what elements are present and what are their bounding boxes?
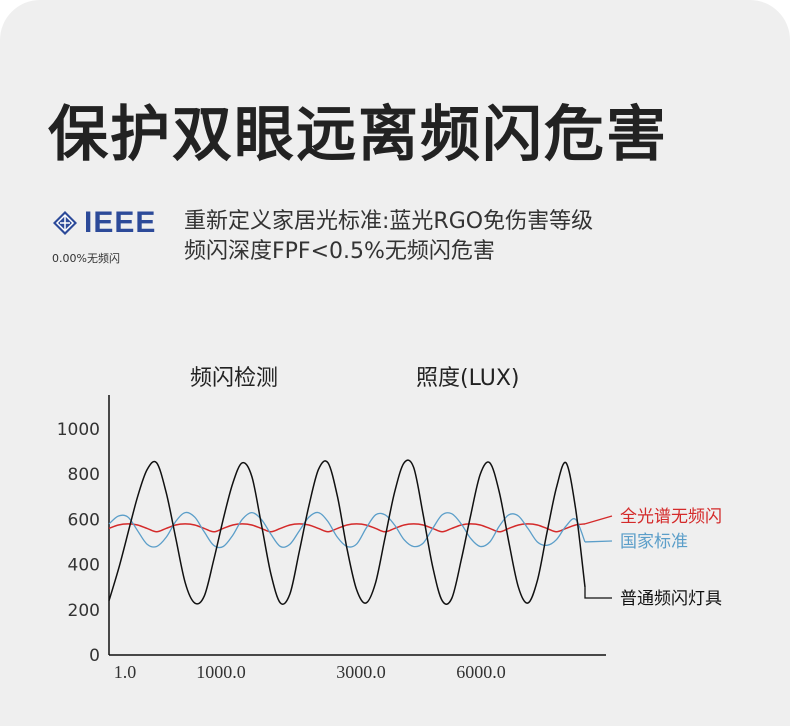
ieee-note: 0.00%无频闪 (52, 252, 120, 265)
series-full-spectrum-line (108, 523, 586, 533)
ieee-logo-text: IEEE (84, 206, 157, 239)
legend-ordinary-label: 普通频闪灯具 (620, 589, 722, 609)
legend-national-standard-label: 国家标准 (620, 532, 688, 552)
legend-full-spectrum-label: 全光谱无频闪 (620, 507, 722, 527)
y-tick-label: 800 (68, 465, 100, 485)
series-ordinary-line (108, 459, 586, 605)
series-national-standard-line (108, 511, 586, 549)
page-title: 保护双眼远离频闪危害 (48, 100, 668, 170)
y-tick-label: 0 (89, 646, 100, 666)
chart-title-flicker: 频闪检测 (190, 366, 279, 391)
x-tick-label: 1.0 (114, 662, 137, 682)
y-tick-label: 600 (68, 510, 100, 530)
description-line-1: 重新定义家居光标准:蓝光RGO免伤害等级 (184, 209, 594, 234)
legend-national-standard-leader (584, 540, 613, 543)
legend-full-spectrum-leader (584, 515, 613, 525)
y-tick-label: 200 (68, 601, 100, 621)
x-tick-label: 1000.0 (196, 662, 246, 682)
chart-title-illuminance: 照度(LUX) (416, 366, 520, 391)
ieee-diamond-icon (53, 211, 77, 235)
description: 重新定义家居光标准:蓝光RGO免伤害等级 频闪深度FPF<0.5%无频闪危害 (184, 207, 593, 267)
y-tick-label: 1000 (57, 420, 100, 440)
ieee-logo: IEEE (52, 206, 156, 240)
legend-ordinary-leader (584, 587, 612, 599)
description-line-2: 频闪深度FPF<0.5%无频闪危害 (184, 239, 495, 264)
y-tick-label: 400 (68, 556, 100, 576)
x-tick-label: 6000.0 (456, 662, 506, 682)
x-tick-label: 3000.0 (336, 662, 386, 682)
